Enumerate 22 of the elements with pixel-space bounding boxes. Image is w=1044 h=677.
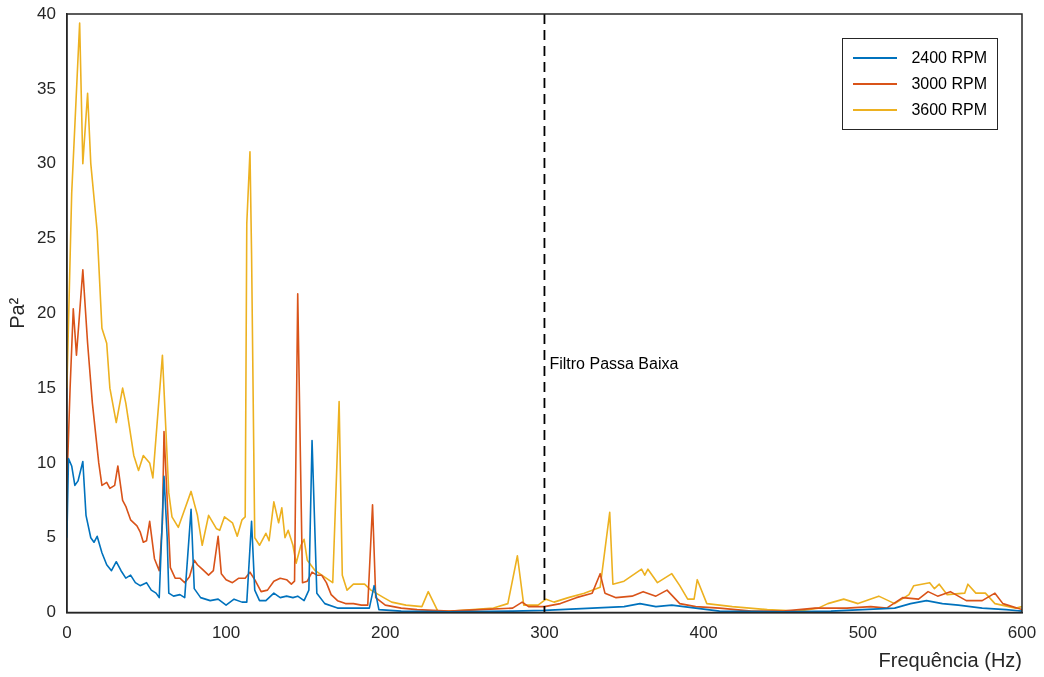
y-tick-label: 25 xyxy=(36,228,56,248)
legend-label: 3600 RPM xyxy=(911,101,987,119)
x-tick-label: 0 xyxy=(62,623,72,643)
x-tick-label: 600 xyxy=(1007,623,1037,643)
y-tick-label: 20 xyxy=(36,302,56,322)
x-axis-title: Frequência (Hz) xyxy=(878,648,1022,671)
y-tick-label: 40 xyxy=(36,3,56,23)
y-tick-label: 30 xyxy=(36,153,56,173)
y-tick-label: 0 xyxy=(46,602,56,622)
legend-label: 3000 RPM xyxy=(911,75,987,93)
y-axis-title: Pa² xyxy=(5,297,28,329)
x-tick-label: 300 xyxy=(530,623,559,643)
legend-label: 2400 RPM xyxy=(911,49,987,67)
y-tick-label: 35 xyxy=(36,78,56,98)
x-tick-label: 500 xyxy=(848,623,878,643)
y-tick-label: 10 xyxy=(36,452,56,472)
ref-line-label: Filtro Passa Baixa xyxy=(549,354,679,372)
x-tick-label: 200 xyxy=(371,623,400,643)
y-tick-label: 15 xyxy=(36,377,56,397)
x-tick-label: 400 xyxy=(689,623,718,643)
x-tick-label: 100 xyxy=(211,623,241,643)
y-tick-label: 5 xyxy=(46,527,56,547)
